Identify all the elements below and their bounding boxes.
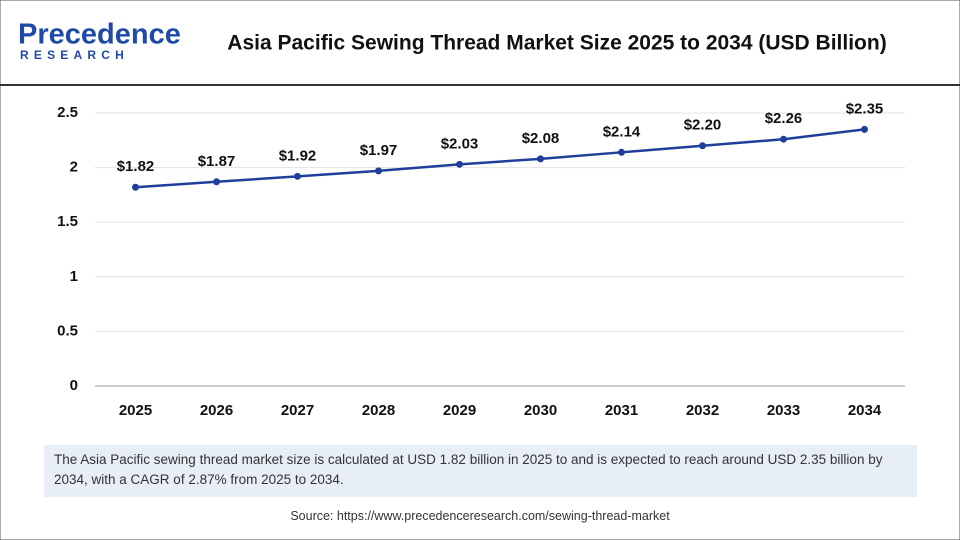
marker	[618, 148, 625, 156]
value-label: $1.82	[117, 158, 155, 175]
marker	[861, 125, 868, 133]
value-label: $2.14	[603, 123, 641, 140]
y-tick-label: 1.5	[57, 213, 78, 230]
marker	[537, 155, 544, 163]
logo-name: Precedence	[18, 19, 181, 51]
x-tick-label: 2025	[119, 402, 152, 419]
x-tick-label: 2027	[281, 402, 314, 419]
value-label: $2.26	[765, 110, 803, 127]
x-tick-label: 2033	[767, 402, 800, 419]
y-tick-label: 1	[70, 268, 78, 285]
value-label: $1.92	[279, 147, 317, 164]
chart-title: Asia Pacific Sewing Thread Market Size 2…	[227, 32, 886, 55]
value-label: $2.20	[684, 117, 722, 134]
x-tick-label: 2026	[200, 402, 233, 419]
marker	[132, 183, 139, 191]
source: Source: https://www.precedenceresearch.c…	[290, 509, 670, 523]
value-label: $2.08	[522, 130, 560, 147]
marker	[456, 160, 463, 168]
value-label: $1.87	[198, 153, 236, 170]
x-tick-label: 2032	[686, 402, 719, 419]
y-tick-label: 0	[70, 377, 78, 394]
value-label: $2.03	[441, 135, 479, 152]
marker	[780, 135, 787, 143]
value-label: $2.35	[846, 100, 884, 117]
x-tick-label: 2030	[524, 402, 557, 419]
x-tick-label: 2029	[443, 402, 476, 419]
marker	[375, 167, 382, 175]
x-tick-label: 2034	[848, 402, 882, 419]
x-tick-label: 2031	[605, 402, 638, 419]
description: The Asia Pacific sewing thread market si…	[44, 445, 917, 497]
logo-subtitle: RESEARCH	[20, 48, 129, 62]
y-tick-label: 2	[70, 159, 78, 176]
value-label: $1.97	[360, 142, 398, 159]
y-tick-label: 2.5	[57, 104, 78, 121]
line	[135, 128, 865, 189]
marker	[294, 172, 301, 180]
y-tick-label: 0.5	[57, 322, 78, 339]
marker	[699, 142, 706, 150]
x-tick-label: 2028	[362, 402, 395, 419]
marker	[213, 178, 220, 186]
